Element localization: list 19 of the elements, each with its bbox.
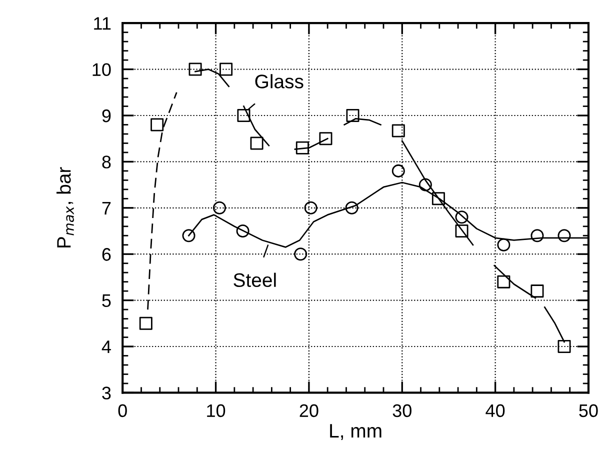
x-tick-label: 0: [118, 404, 127, 418]
y-tick-label: 6: [102, 248, 111, 261]
y-axis-title: P$_{max}$, bar: [56, 167, 74, 248]
y-tick-label: 8: [102, 156, 111, 168]
x-tick-label: 40: [486, 404, 505, 418]
x-tick-label: 50: [579, 404, 598, 418]
y-tick-label: 4: [102, 340, 111, 354]
annotation: Glass: [255, 74, 304, 88]
x-tick-label: 20: [300, 404, 318, 418]
x-tick-label: 10: [207, 404, 226, 418]
y-tick-label: 10: [92, 63, 111, 76]
y-tick-label: 3: [102, 386, 111, 400]
y-tick-label: 5: [102, 294, 111, 308]
y-tick-label: 7: [102, 202, 111, 214]
annotation: Steel: [234, 272, 276, 288]
x-axis-title: L, mm: [330, 424, 382, 440]
x-tick-label: 30: [392, 404, 412, 418]
y-tick-label: 11: [94, 17, 111, 30]
y-tick-label: 9: [102, 109, 111, 122]
